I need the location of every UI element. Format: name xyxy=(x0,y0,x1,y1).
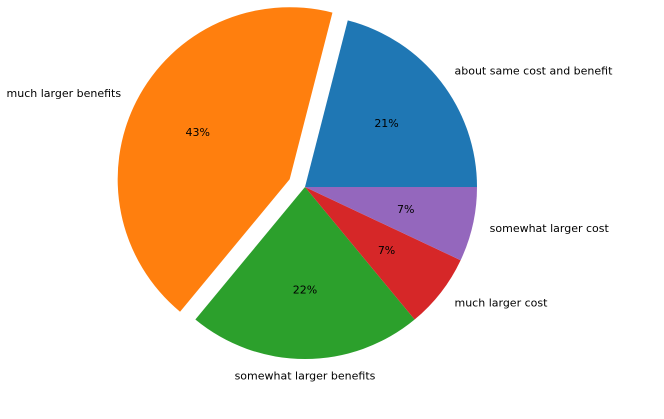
slice-labels-layer: about same cost and benefit much larger b… xyxy=(7,65,614,383)
pie-slice-4 xyxy=(305,187,461,320)
slice-label-2: much larger benefits xyxy=(7,87,122,100)
slice-label-3: somewhat larger benefits xyxy=(235,370,376,383)
pie-slice-5 xyxy=(305,187,477,261)
slice-label-1: about same cost and benefit xyxy=(454,65,613,78)
slice-label-5: somewhat larger cost xyxy=(490,222,610,235)
percent-label-4: 7% xyxy=(378,244,395,257)
percent-label-2: 43% xyxy=(185,126,209,139)
percent-label-3: 22% xyxy=(293,284,317,297)
percent-label-1: 21% xyxy=(374,117,398,130)
percent-label-5: 7% xyxy=(397,203,414,216)
pie-slice-1 xyxy=(305,20,477,187)
pie-slice-3 xyxy=(195,187,415,359)
slice-label-4: much larger cost xyxy=(454,296,548,309)
slices-layer xyxy=(117,7,477,359)
percent-labels-layer: 21% 43% 22% 7% 7% xyxy=(185,117,414,296)
pie-slice-2 xyxy=(117,7,333,312)
